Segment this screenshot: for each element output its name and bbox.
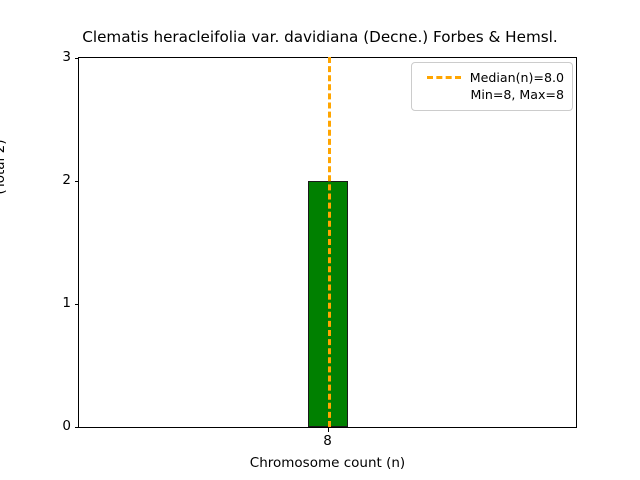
y-tick-mark [74,427,79,428]
legend-item-label: Median(n)=8.0 [469,70,564,85]
x-tick-label: 8 [323,433,332,449]
median-line [327,57,331,427]
chart-title: Clematis heracleifolia var. davidiana (D… [82,28,558,46]
y-axis-label: Num of counts (Total 2) [0,139,8,195]
plot-inner: 0 1 2 3 8 [62,50,576,448]
legend-item-minmax: Min=8, Max=8 [420,86,564,103]
y-tick-label: 3 [62,49,71,65]
plot-area: 0 1 2 3 8 [62,50,577,448]
x-tick-mark [327,427,329,432]
legend-item-label: Min=8, Max=8 [470,87,564,102]
y-tick-label: 0 [62,418,71,434]
y-tick-label: 1 [62,295,71,311]
y-tick-mark [74,181,79,182]
legend-item-median: Median(n)=8.0 [420,69,564,86]
dashed-line-icon [426,76,461,79]
x-axis-label: Chromosome count (n) [249,455,406,471]
blank-sample-icon [427,93,461,96]
y-tick-mark [74,58,79,59]
y-tick-label: 2 [62,172,71,188]
chart-legend: Median(n)=8.0 Min=8, Max=8 [411,62,573,111]
y-tick-mark [74,304,79,305]
